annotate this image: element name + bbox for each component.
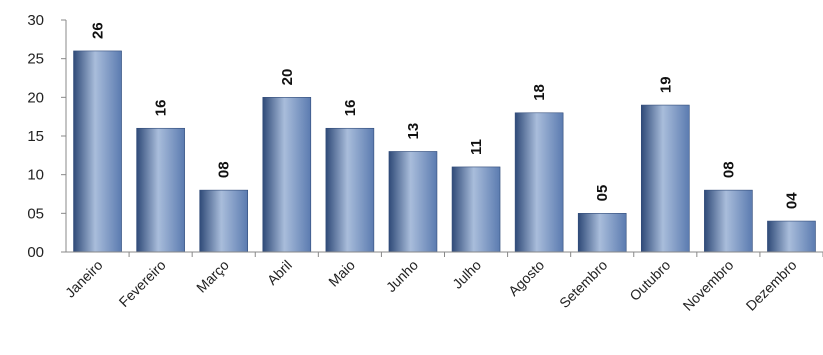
x-tick-label: Março xyxy=(193,257,232,296)
bar-series xyxy=(73,50,816,253)
x-tick-label: Outubro xyxy=(626,257,673,304)
y-tick-label: 05 xyxy=(27,205,44,222)
bar-novembro xyxy=(704,189,753,253)
bar-maio xyxy=(325,127,375,253)
data-label: 16 xyxy=(153,100,170,117)
x-tick-label: Janeiro xyxy=(62,257,106,301)
data-label: 04 xyxy=(783,192,800,209)
bar-junho xyxy=(388,151,438,253)
x-tick-label: Julho xyxy=(449,257,484,292)
y-tick-label: 20 xyxy=(27,89,44,106)
data-labels: 26 16 08 20 16 13 11 18 05 19 08 04 xyxy=(90,22,801,209)
y-axis: 00 05 10 15 20 25 30 xyxy=(27,12,67,261)
bar-abril xyxy=(262,97,312,253)
data-label: 08 xyxy=(720,161,737,178)
x-tick-label: Fevereiro xyxy=(116,257,169,310)
bar-julho xyxy=(451,166,501,253)
bar-agosto xyxy=(514,112,564,253)
x-tick-label: Dezembro xyxy=(743,257,800,314)
bar-outubro xyxy=(640,104,690,253)
data-label: 18 xyxy=(531,84,548,101)
y-tick-label: 00 xyxy=(27,244,44,261)
data-label: 13 xyxy=(405,123,422,140)
x-tick-label: Novembro xyxy=(680,257,737,314)
y-tick-label: 15 xyxy=(27,128,44,145)
y-tick-label: 30 xyxy=(27,12,44,29)
data-label: 20 xyxy=(279,69,296,86)
x-tick-label: Agosto xyxy=(505,257,547,299)
data-label: 26 xyxy=(90,22,107,39)
data-label: 11 xyxy=(468,139,485,155)
bar-dezembro xyxy=(767,220,816,253)
x-tick-label: Junho xyxy=(383,257,421,295)
data-label: 19 xyxy=(657,76,674,93)
bar-janeiro xyxy=(73,50,122,253)
x-axis: Janeiro Fevereiro Março Abril Maio Junho Julho… xyxy=(62,251,823,314)
y-tick-label: 10 xyxy=(27,167,44,184)
bar-fevereiro xyxy=(136,127,185,253)
y-tick-label: 25 xyxy=(27,51,44,68)
bar-setembro xyxy=(577,213,627,253)
data-label: 08 xyxy=(216,161,233,178)
data-label: 05 xyxy=(594,185,611,202)
x-tick-label: Setembro xyxy=(556,257,610,311)
data-label: 16 xyxy=(342,100,359,117)
bar-março xyxy=(199,189,249,253)
x-tick-label: Maio xyxy=(325,257,358,290)
x-tick-label: Abril xyxy=(264,257,295,288)
